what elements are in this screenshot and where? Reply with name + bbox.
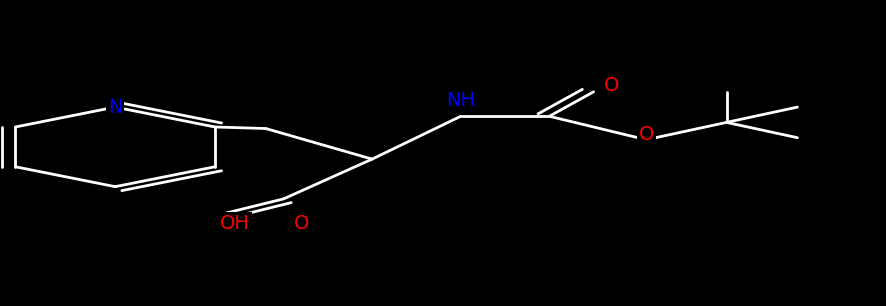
Text: O: O	[293, 214, 309, 233]
Text: O: O	[603, 76, 619, 95]
Text: OH: OH	[220, 214, 250, 233]
Text: O: O	[639, 125, 655, 144]
Text: NH: NH	[447, 91, 475, 110]
Text: N: N	[108, 98, 122, 117]
